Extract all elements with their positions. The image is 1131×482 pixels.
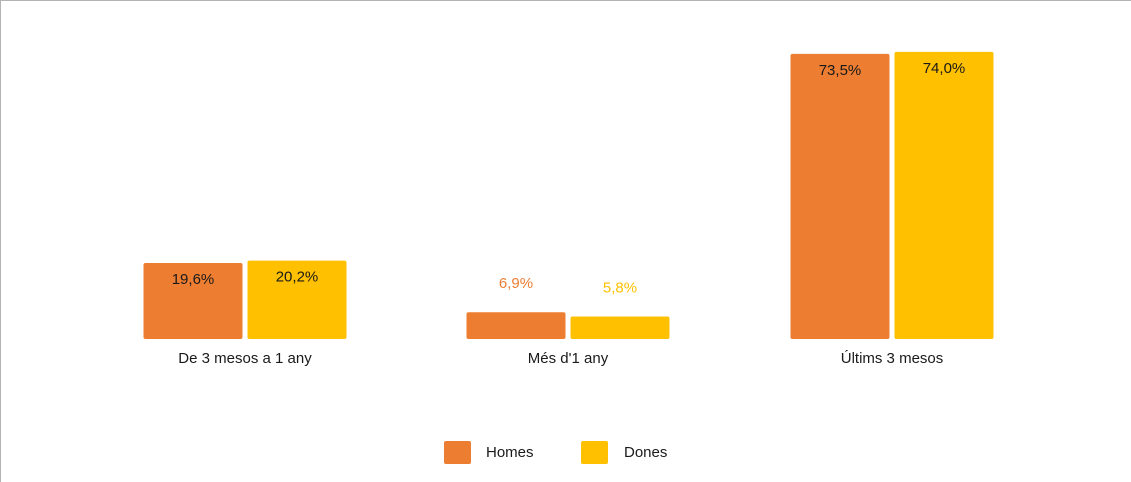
bar-homes-3 xyxy=(790,53,890,339)
data-label-homes-2: 6,9% xyxy=(499,275,533,292)
data-label-homes-1: 19,6% xyxy=(172,271,215,288)
category-label-3: Últims 3 mesos xyxy=(841,350,944,367)
category-label-2: Més d'1 any xyxy=(528,350,609,367)
category-label-1: De 3 mesos a 1 any xyxy=(178,350,312,367)
legend-swatch-homes xyxy=(444,441,471,464)
data-label-dones-2: 5,8% xyxy=(603,279,637,296)
data-label-dones-3: 74,0% xyxy=(923,60,966,77)
category-labels-group: De 3 mesos a 1 any Més d'1 any Últims 3 me… xyxy=(178,350,943,367)
bar-homes-2 xyxy=(466,312,566,339)
bars-group: 19,6% 20,2% 6,9% 5,8% 73,5% 74,0% xyxy=(143,51,994,339)
legend-swatch-dones xyxy=(581,441,608,464)
legend-label-dones: Dones xyxy=(624,444,667,461)
data-label-dones-1: 20,2% xyxy=(276,269,319,286)
bar-dones-1 xyxy=(247,260,347,339)
data-label-homes-3: 73,5% xyxy=(819,62,862,79)
legend: Homes Dones xyxy=(444,441,667,464)
bar-dones-2 xyxy=(570,316,670,339)
legend-label-homes: Homes xyxy=(486,444,534,461)
bar-dones-3 xyxy=(894,51,994,339)
bar-homes-1 xyxy=(143,262,243,339)
